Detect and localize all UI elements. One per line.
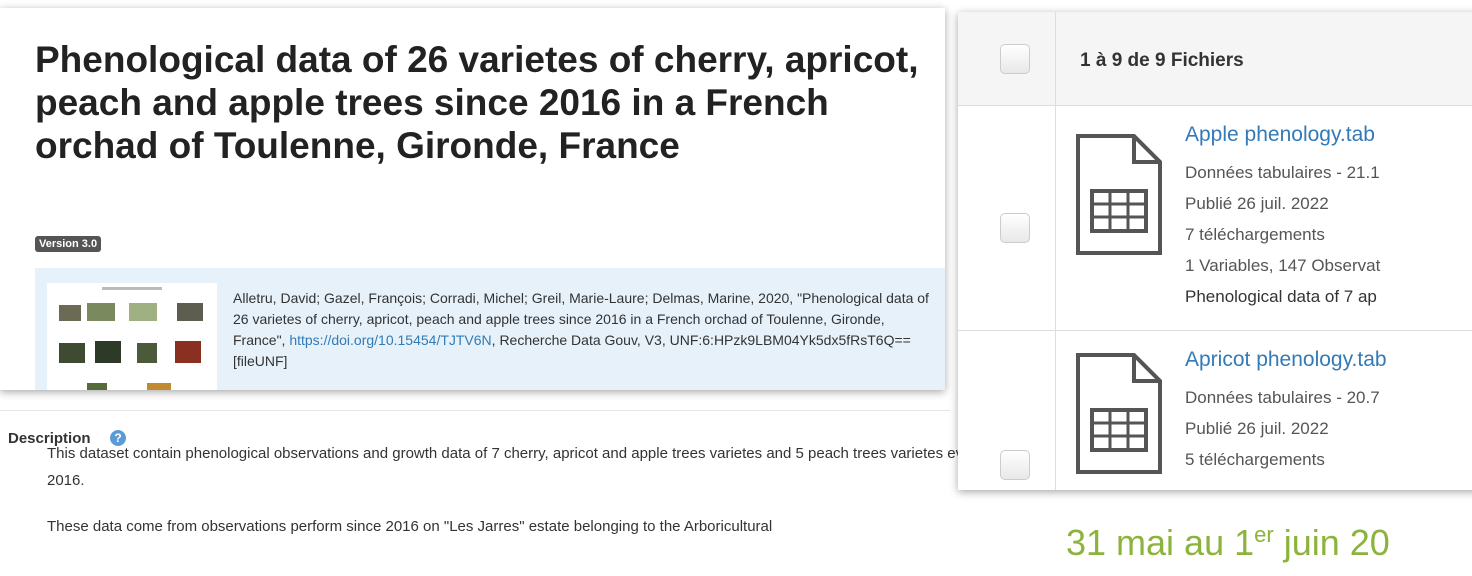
files-card: 1 à 9 de 9 Fichiers Apple phenology.tab D… — [958, 12, 1472, 490]
file-checkbox[interactable] — [1000, 450, 1030, 480]
file-detail: Publié 26 juil. 2022 — [1185, 188, 1329, 219]
file-detail: Phenological data of 7 ap — [1185, 281, 1377, 312]
date-ordinal: er — [1254, 522, 1274, 547]
citation-box: Alletru, David; Gazel, François; Corradi… — [35, 268, 945, 390]
file-detail: Publié 26 juil. 2022 — [1185, 413, 1329, 444]
date-text: 31 mai au 1 — [1066, 522, 1254, 563]
description-paragraph: These data come from observations perfor… — [47, 513, 1087, 540]
file-row: Apple phenology.tab Données tabulaires - … — [958, 105, 1472, 331]
doi-link[interactable]: https://doi.org/10.15454/TJTV6N — [289, 332, 491, 348]
screenshot: Phenological data of 26 varietes of cher… — [0, 0, 1472, 576]
file-name[interactable]: Apple phenology.tab — [1185, 123, 1375, 147]
date-text: juin 20 — [1274, 522, 1390, 563]
divider — [1055, 330, 1056, 490]
file-checkbox[interactable] — [1000, 213, 1030, 243]
files-count: 1 à 9 de 9 Fichiers — [1080, 50, 1244, 72]
file-icon — [1074, 133, 1164, 258]
page: Dataset {"dataset": { "title": "Phenolog… — [0, 0, 1472, 576]
dataset-title: Phenological data of 26 varietes of cher… — [35, 38, 955, 167]
file-detail: 1 Variables, 147 Observat — [1185, 250, 1380, 281]
file-detail: 7 téléchargements — [1185, 219, 1325, 250]
separator — [0, 410, 950, 411]
divider — [1055, 12, 1056, 105]
files-header: 1 à 9 de 9 Fichiers — [958, 12, 1472, 106]
citation: Alletru, David; Gazel, François; Corradi… — [233, 288, 935, 372]
thumbnail[interactable] — [47, 283, 217, 390]
file-detail: Données tabulaires - 20.7 — [1185, 382, 1380, 413]
slide-date: 31 mai au 1er juin 20 — [1066, 522, 1390, 564]
file-name[interactable]: Apricot phenology.tab — [1185, 348, 1387, 372]
file-row: Apricot phenology.tab Données tabulaires … — [958, 330, 1472, 490]
file-detail: Données tabulaires - 21.1 — [1185, 157, 1380, 188]
select-all-checkbox[interactable] — [1000, 44, 1030, 74]
file-icon — [1074, 352, 1164, 477]
divider — [1055, 105, 1056, 330]
dataset-card: Phenological data of 26 varietes of cher… — [0, 8, 945, 390]
version-badge: Version 3.0 — [35, 236, 101, 252]
file-detail: 5 téléchargements — [1185, 444, 1325, 475]
description-paragraph: This dataset contain phenological observ… — [47, 440, 1087, 494]
